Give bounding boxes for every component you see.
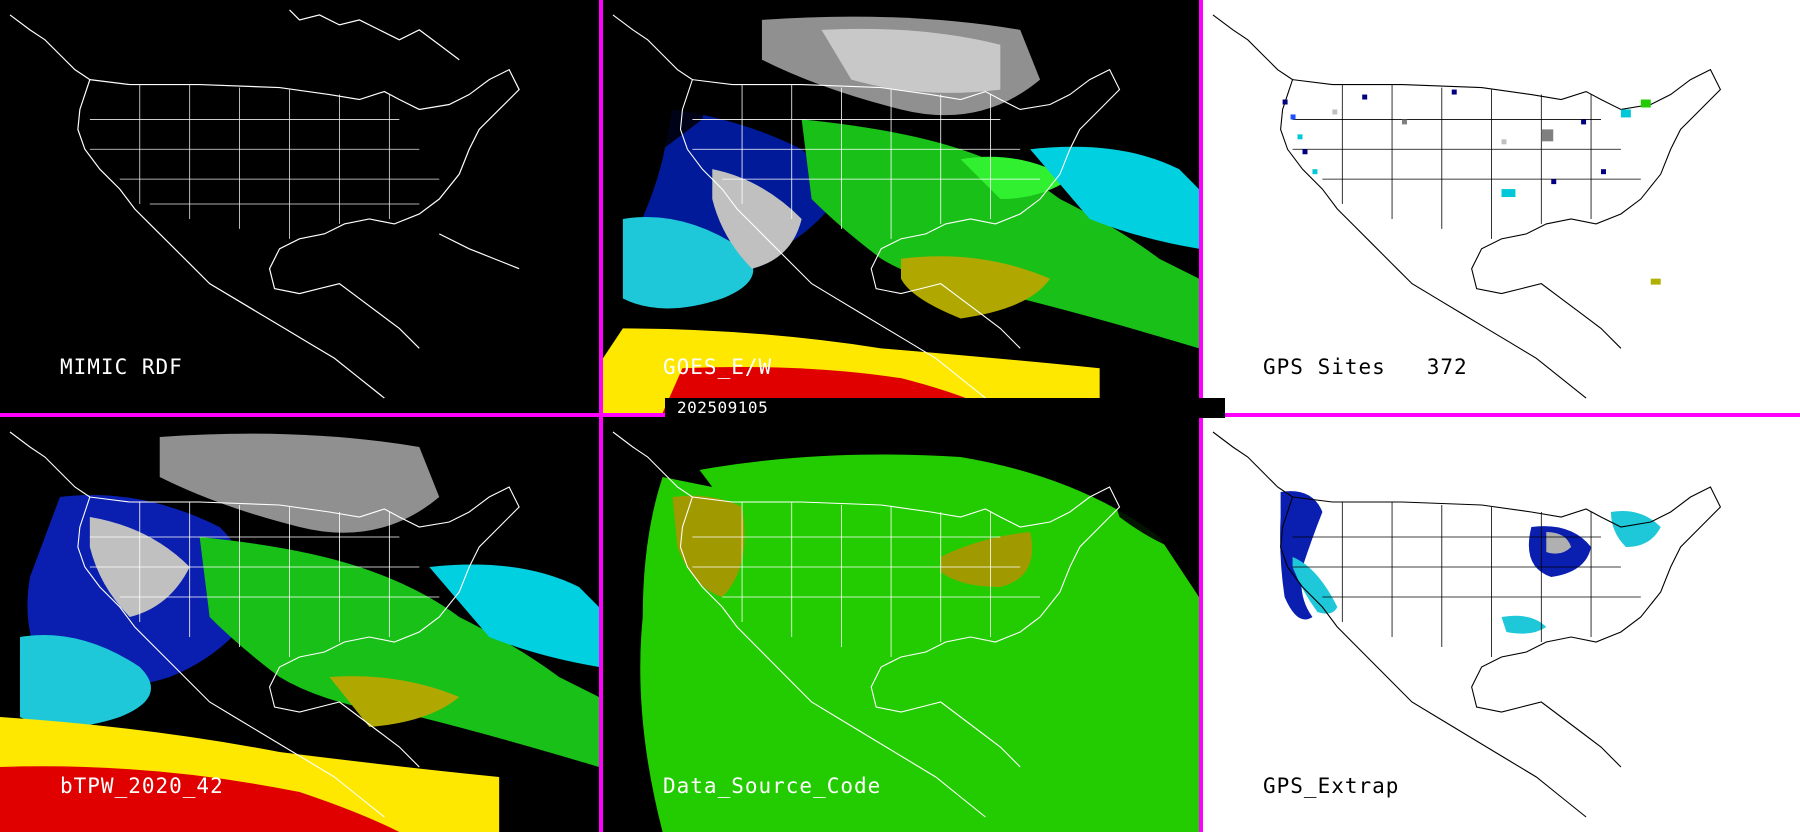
panel-title: Data_Source_Code xyxy=(663,774,882,798)
panel-title: GPS_Extrap xyxy=(1263,774,1400,798)
map-image xyxy=(1203,0,1800,413)
map-image xyxy=(0,0,599,413)
map-panel-data-source-code: Data_Source_Code xyxy=(603,417,1199,832)
map-panel-btpw: bTPW_2020_42 xyxy=(0,417,599,832)
map-image xyxy=(1203,417,1800,832)
timestamp-label: 202509105 xyxy=(665,398,1225,418)
gps-site-markers xyxy=(1282,89,1661,285)
map-image xyxy=(0,417,599,832)
panel-title: GOES_E/W xyxy=(663,355,773,379)
panel-title: MIMIC RDF xyxy=(60,355,183,379)
panel-title: bTPW_2020_42 xyxy=(60,774,224,798)
panel-title: GPS Sites 372 xyxy=(1263,355,1468,379)
map-panel-gps-sites: GPS Sites 372 xyxy=(1203,0,1800,413)
map-panel-mimic-rdf: MIMIC RDF xyxy=(0,0,599,413)
map-panel-gps-extrap: GPS_Extrap xyxy=(1203,417,1800,832)
map-panel-goes-ew: GOES_E/W xyxy=(603,0,1199,413)
map-image xyxy=(603,417,1199,832)
map-image xyxy=(603,0,1199,413)
